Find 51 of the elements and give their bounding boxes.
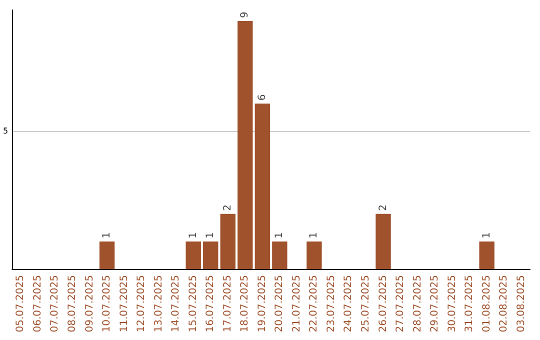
data-label: 1 <box>205 232 216 238</box>
data-label: 1 <box>274 232 286 238</box>
x-tick-label: 11.07.2025 <box>118 275 130 332</box>
bar <box>306 241 322 269</box>
x-tick-label: 08.07.2025 <box>67 275 78 332</box>
bar <box>220 214 236 269</box>
x-tick-label: 25.07.2025 <box>360 275 372 332</box>
data-label: 1 <box>102 232 113 238</box>
x-tick-label: 23.07.2025 <box>326 275 337 332</box>
x-tick-label: 17.07.2025 <box>222 275 234 332</box>
bar <box>186 241 201 269</box>
x-tick-label: 24.07.2025 <box>343 275 354 332</box>
data-label: 2 <box>378 204 389 211</box>
x-tick-label: 10.07.2025 <box>102 275 113 332</box>
x-tick-label: 12.07.2025 <box>136 275 148 332</box>
bar <box>238 21 253 269</box>
x-tick-label: 21.07.2025 <box>291 275 302 332</box>
bar <box>376 214 391 269</box>
data-label: 1 <box>481 232 492 238</box>
data-label: 9 <box>240 12 251 18</box>
data-label: 1 <box>188 232 199 238</box>
x-tick-label: 31.07.2025 <box>464 275 476 332</box>
x-tick-label: 29.07.2025 <box>430 275 441 332</box>
y-tick-label: 5 <box>2 126 8 136</box>
x-tick-label: 26.07.2025 <box>378 275 389 332</box>
x-tick-label: 28.07.2025 <box>412 275 424 332</box>
x-tick-label: 03.08.2025 <box>516 275 527 332</box>
x-tick-label: 18.07.2025 <box>240 275 251 332</box>
bar <box>479 241 494 269</box>
bar <box>254 104 270 269</box>
x-tick-label: 15.07.2025 <box>188 275 199 332</box>
x-tick-label: 30.07.2025 <box>446 275 458 332</box>
x-tick-label: 06.07.2025 <box>32 275 44 332</box>
data-label: 1 <box>308 232 320 238</box>
bar <box>99 241 115 269</box>
x-tick-label: 01.08.2025 <box>481 275 492 332</box>
data-label: 2 <box>222 204 234 211</box>
x-tick-label: 13.07.2025 <box>153 275 164 332</box>
x-tick-label: 02.08.2025 <box>498 275 510 332</box>
x-tick-label: 20.07.2025 <box>274 275 286 332</box>
x-tick-label: 05.07.2025 <box>15 275 26 332</box>
x-tick-label: 09.07.2025 <box>84 275 96 332</box>
bar <box>272 241 288 269</box>
x-tick-label: 07.07.2025 <box>50 275 61 332</box>
x-tick-label: 19.07.2025 <box>256 275 268 332</box>
data-label: 6 <box>256 94 268 101</box>
bar <box>203 241 218 269</box>
x-tick-label: 14.07.2025 <box>170 275 182 332</box>
x-tick-label: 27.07.2025 <box>395 275 406 332</box>
x-tick-label: 16.07.2025 <box>205 275 216 332</box>
x-tick-label: 22.07.2025 <box>308 275 320 332</box>
